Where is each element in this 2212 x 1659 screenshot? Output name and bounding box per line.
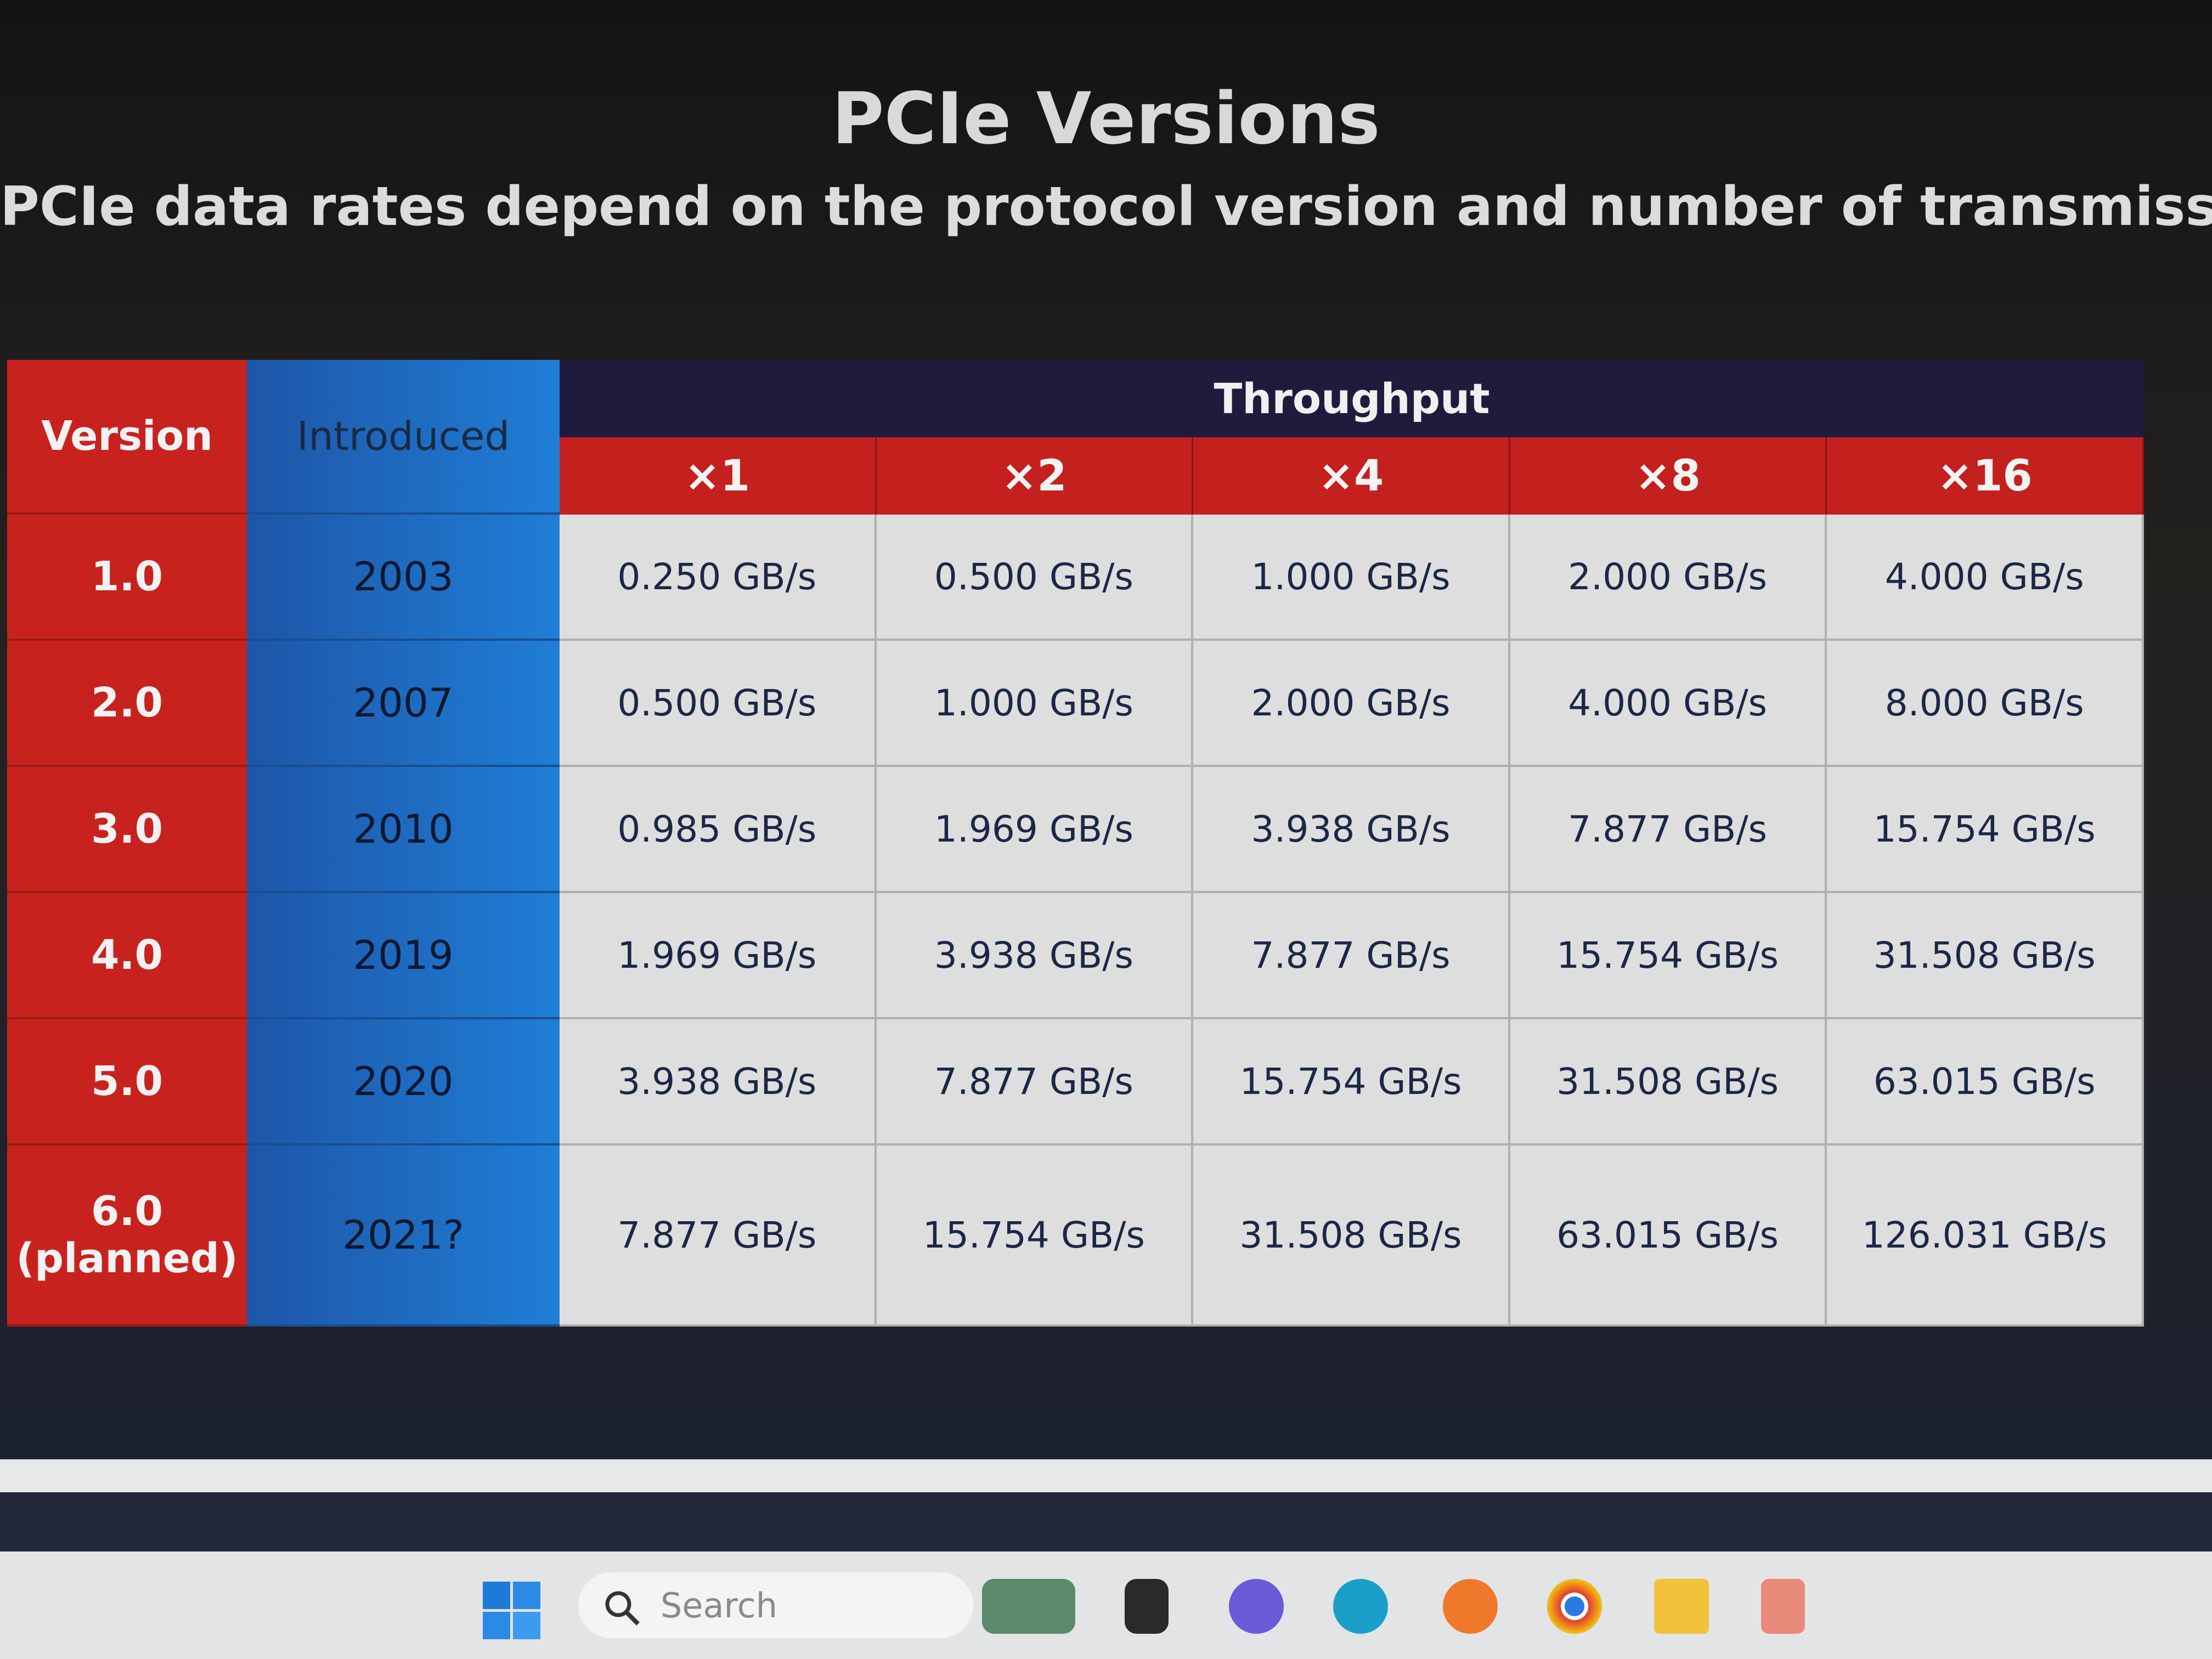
throughput-cell: 7.877 GB/s <box>876 1019 1194 1146</box>
lane-header: ×8 <box>1510 437 1827 515</box>
throughput-cell: 15.754 GB/s <box>1827 767 2144 893</box>
search-placeholder: Search <box>661 1585 778 1626</box>
lane-header: ×4 <box>1193 437 1510 515</box>
throughput-cell: 15.754 GB/s <box>1510 893 1827 1019</box>
introduced-cell: 2003 <box>247 515 560 641</box>
throughput-cell: 8.000 GB/s <box>1827 641 2144 767</box>
slide: PCIe Versions PCIe data rates depend on … <box>0 0 2212 1459</box>
subtitle: PCIe data rates depend on the protocol v… <box>0 176 2212 238</box>
throughput-cell: 31.508 GB/s <box>1827 893 2144 1019</box>
version-cell: 5.0 <box>7 1019 247 1146</box>
lane-header: ×2 <box>876 437 1194 515</box>
throughput-cell: 15.754 GB/s <box>1193 1019 1510 1146</box>
throughput-cell: 1.000 GB/s <box>876 641 1194 767</box>
introduced-cell: 2020 <box>247 1019 560 1146</box>
version-header: Version <box>7 360 247 515</box>
taskbar: Search <box>0 1551 2212 1659</box>
chat-icon[interactable] <box>1229 1579 1284 1634</box>
throughput-cell: 7.877 GB/s <box>1193 893 1510 1019</box>
throughput-cell: 2.000 GB/s <box>1193 641 1510 767</box>
introduced-cell: 2010 <box>247 767 560 893</box>
version-cell: 6.0 (planned) <box>7 1146 247 1327</box>
throughput-cell: 126.031 GB/s <box>1827 1146 2144 1327</box>
firefox-icon[interactable] <box>1443 1579 1498 1634</box>
throughput-cell: 3.938 GB/s <box>876 893 1194 1019</box>
throughput-cell: 0.250 GB/s <box>560 515 877 641</box>
introduced-header: Introduced <box>247 360 560 515</box>
throughput-cell: 63.015 GB/s <box>1510 1146 1827 1327</box>
throughput-cell: 3.938 GB/s <box>560 1019 877 1146</box>
edge-icon[interactable] <box>1333 1579 1388 1634</box>
version-cell: 3.0 <box>7 767 247 893</box>
throughput-cell: 3.938 GB/s <box>1193 767 1510 893</box>
introduced-cell: 2007 <box>247 641 560 767</box>
window-band <box>0 1492 2212 1551</box>
throughput-cell: 2.000 GB/s <box>1510 515 1827 641</box>
lane-header: ×16 <box>1827 437 2144 515</box>
lane-header: ×1 <box>560 437 877 515</box>
window-strip <box>0 1459 2212 1492</box>
snipping-icon[interactable] <box>1761 1579 1805 1634</box>
throughput-cell: 15.754 GB/s <box>876 1146 1194 1327</box>
throughput-cell: 31.508 GB/s <box>1510 1019 1827 1146</box>
throughput-cell: 7.877 GB/s <box>560 1146 877 1327</box>
search-box[interactable]: Search <box>578 1572 973 1638</box>
throughput-header: Throughput <box>560 360 2144 437</box>
table: Version Introduced Throughput ×1 ×2 ×4 ×8 ×16 1.… <box>7 360 2144 1327</box>
chrome-icon[interactable] <box>1547 1579 1602 1634</box>
version-cell: 1.0 <box>7 515 247 641</box>
explorer-icon[interactable] <box>1654 1579 1709 1634</box>
search-icon <box>605 1591 640 1626</box>
throughput-cell: 0.985 GB/s <box>560 767 877 893</box>
version-cell: 4.0 <box>7 893 247 1019</box>
throughput-cell: 63.015 GB/s <box>1827 1019 2144 1146</box>
throughput-cell: 1.969 GB/s <box>876 767 1194 893</box>
introduced-cell: 2021? <box>247 1146 560 1327</box>
throughput-cell: 4.000 GB/s <box>1827 515 2144 641</box>
version-cell: 2.0 <box>7 641 247 767</box>
throughput-cell: 0.500 GB/s <box>876 515 1194 641</box>
start-button[interactable] <box>483 1582 540 1639</box>
throughput-cell: 1.000 GB/s <box>1193 515 1510 641</box>
widgets-icon[interactable] <box>982 1579 1075 1634</box>
throughput-cell: 1.969 GB/s <box>560 893 877 1019</box>
throughput-cell: 31.508 GB/s <box>1193 1146 1510 1327</box>
throughput-cell: 7.877 GB/s <box>1510 767 1827 893</box>
throughput-cell: 4.000 GB/s <box>1510 641 1827 767</box>
introduced-cell: 2019 <box>247 893 560 1019</box>
title: PCIe Versions <box>832 77 1380 160</box>
throughput-cell: 0.500 GB/s <box>560 641 877 767</box>
task-view-icon[interactable] <box>1125 1579 1169 1634</box>
